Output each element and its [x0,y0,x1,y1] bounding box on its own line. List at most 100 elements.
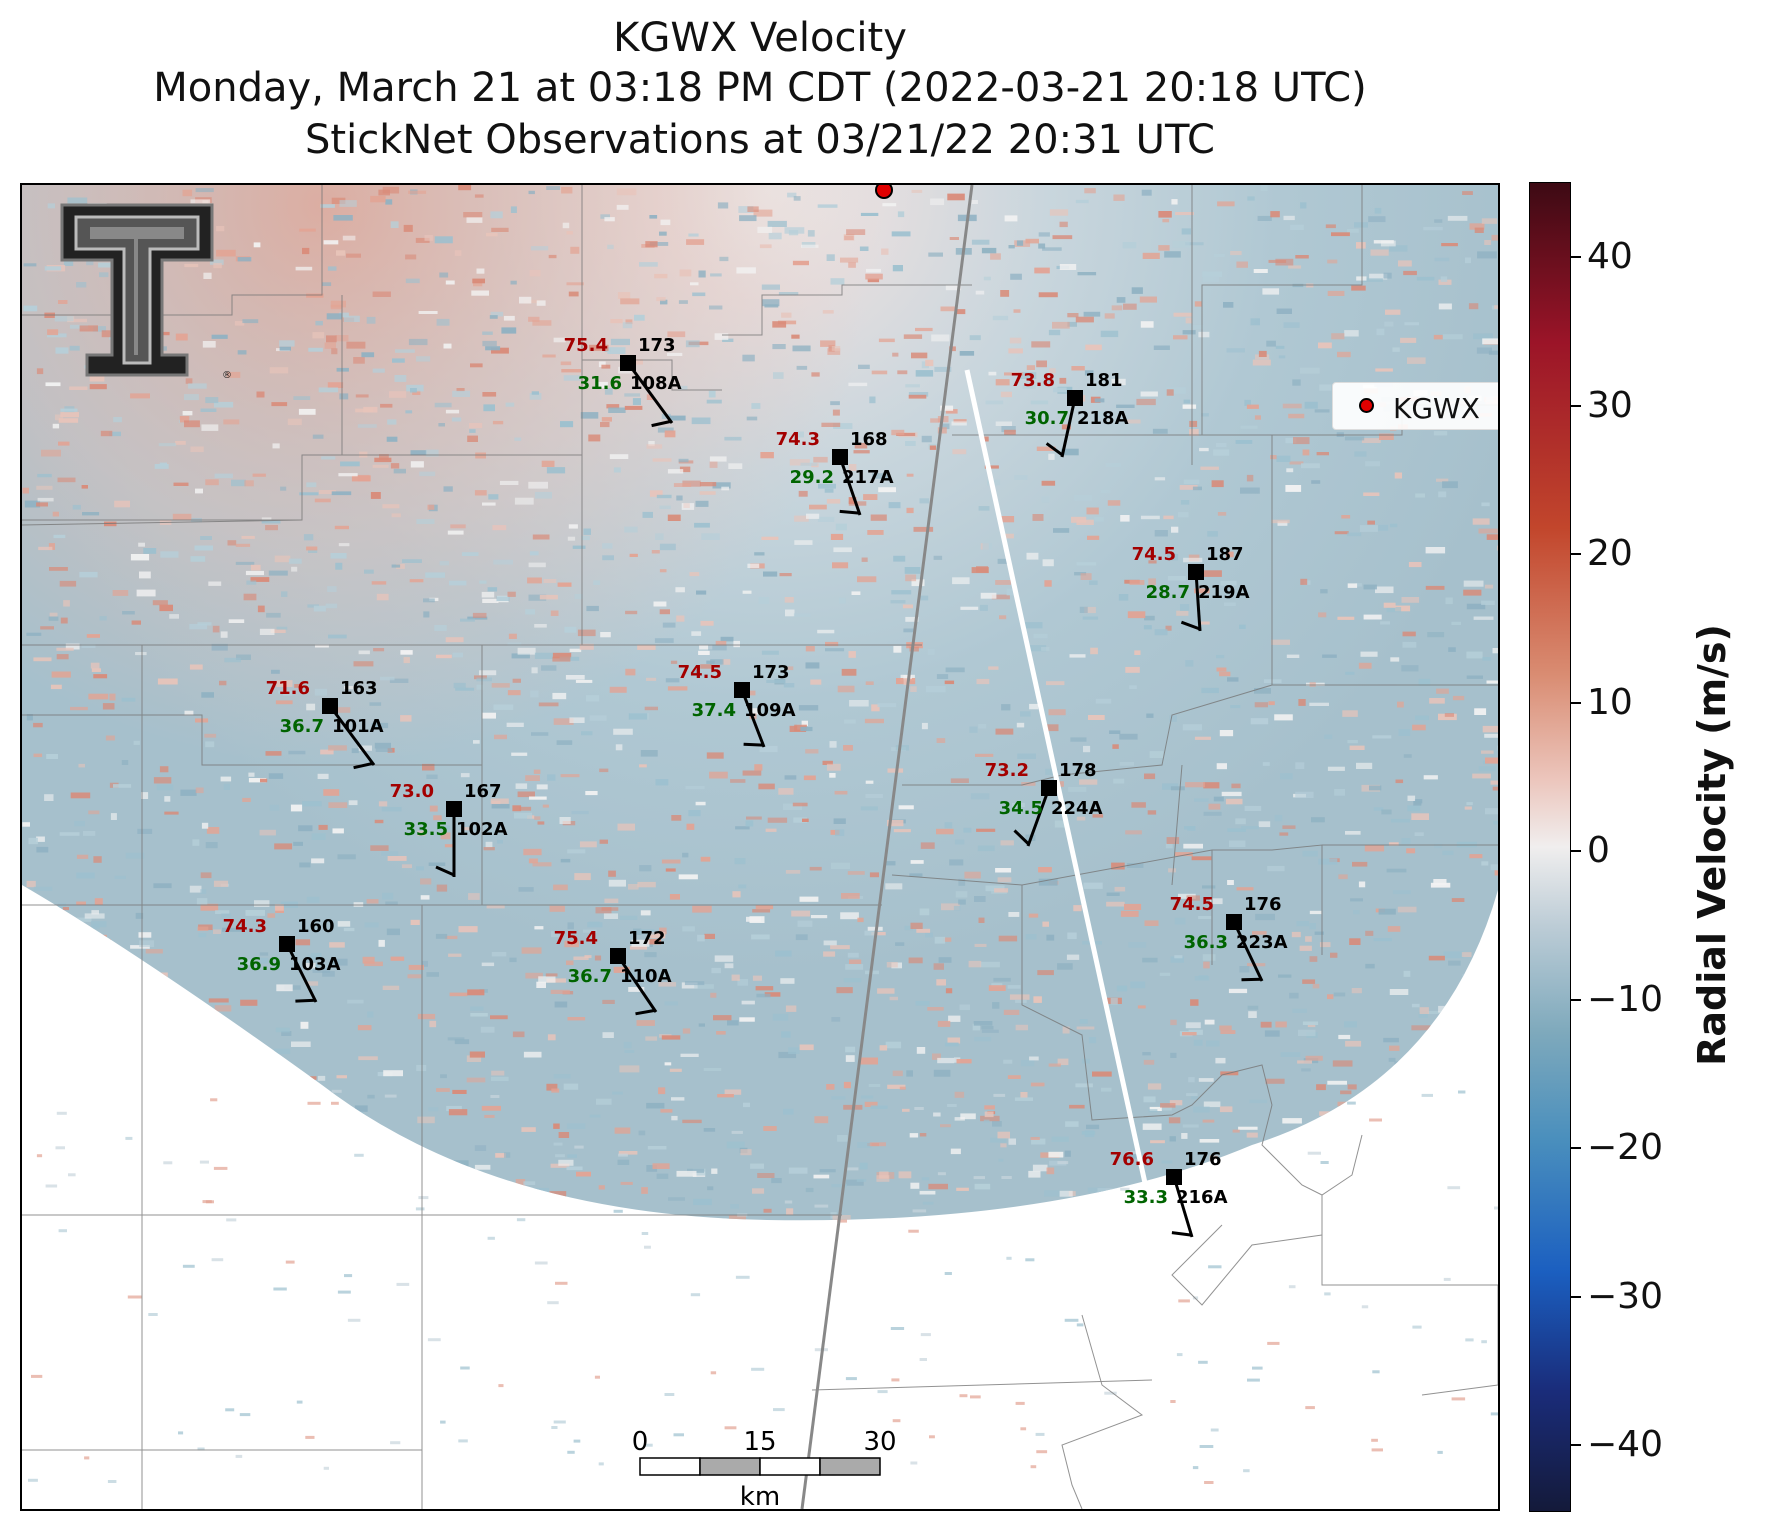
county-borders [22,185,1498,1509]
station-temperature: 74.5 [678,662,722,683]
station-temperature: 71.6 [266,678,310,699]
wind-barb [626,362,674,424]
station-marker [1188,564,1204,580]
station-wind-direction: 173 [638,335,676,356]
svg-text:®: ® [222,370,232,381]
sticknet-station-101A[interactable]: 71.6 163 36.7 101A [266,678,384,770]
station-marker [832,449,848,465]
station-temperature: 74.3 [223,916,267,937]
wind-barb-flag [1045,442,1064,457]
sticknet-station-219A[interactable]: 74.5 187 28.7 219A [1132,544,1250,632]
station-dewpoint: 36.7 [568,966,612,987]
wind-barb-flag [1171,1231,1192,1237]
colorbar-tick-mark [1571,404,1581,407]
station-dewpoint: 36.9 [237,954,281,975]
wind-barb [1194,571,1202,632]
colorbar-tick-mark [1571,998,1581,1001]
colorbar-tick-label: −20 [1587,1127,1663,1168]
wind-barb-flag [743,742,764,747]
colorbar-tick-label: 30 [1587,384,1633,426]
station-wind-direction: 178 [1059,760,1097,781]
station-id: 224A [1051,798,1103,819]
station-wind-direction: 163 [340,678,378,699]
sticknet-station-108A[interactable]: 75.4 173 31.6 108A [564,335,682,428]
colorbar-tick-mark [1571,850,1581,852]
colorbar-tick-mark [1571,1295,1581,1298]
colorbar-tick-label: 10 [1587,681,1633,723]
station-id: 223A [1236,932,1288,953]
station-id: 216A [1176,1187,1228,1208]
station-wind-direction: 167 [464,781,502,802]
radar-map-canvas: 75.4 173 31.6 108A 74.3 168 29.2 217A 73.8 181 30.… [22,185,1498,1509]
sticknet-station-109A[interactable]: 74.5 173 37.4 109A [678,662,796,748]
wind-barb-flag [1241,977,1262,982]
station-dewpoint: 29.2 [790,467,834,488]
station-marker [1041,780,1057,796]
station-wind-direction: 181 [1085,370,1123,391]
station-marker [1166,1169,1182,1185]
sticknet-station-224A[interactable]: 73.2 178 34.5 224A [985,760,1103,847]
station-temperature: 74.5 [1132,544,1176,565]
station-dewpoint: 37.4 [692,700,736,721]
station-id: 101A [332,716,384,737]
station-id: 109A [744,700,796,721]
wind-barb [285,943,318,1003]
sticknet-station-218A[interactable]: 73.8 181 30.7 218A [1011,370,1129,458]
station-temperature: 73.2 [985,760,1029,781]
wind-barb-flag [635,1008,656,1016]
state-border [800,185,974,1509]
station-dewpoint: 33.3 [1124,1187,1168,1208]
station-id: 219A [1198,582,1250,603]
colorbar-tick-mark [1571,1147,1581,1149]
station-id: 102A [456,819,508,840]
colorbar-tick-label: −10 [1587,978,1663,1020]
sticknet-station-110A[interactable]: 75.4 172 36.7 110A [554,928,672,1016]
station-wind-direction: 173 [752,662,790,683]
station-marker [446,801,462,817]
wind-barb-flag [1180,620,1201,631]
sticknet-station-103A[interactable]: 74.3 160 36.9 103A [223,916,341,1003]
station-wind-direction: 160 [297,916,335,937]
sticknet-station-223A[interactable]: 74.5 176 36.3 223A [1170,894,1288,982]
station-temperature: 75.4 [564,335,608,356]
station-dewpoint: 31.6 [578,373,622,394]
wind-barb [1060,397,1077,458]
station-temperature: 76.6 [1110,1149,1154,1170]
station-id: 103A [289,954,341,975]
station-id: 218A [1077,408,1129,429]
station-marker [610,948,626,964]
title-line-2: Monday, March 21 at 03:18 PM CDT (2022-0… [153,65,1367,111]
station-wind-direction: 187 [1206,544,1244,565]
texas-tech-logo: ® [60,203,232,381]
colorbar-label: Radial Velocity (m/s) [1690,624,1734,1066]
station-dewpoint: 28.7 [1146,582,1190,603]
sticknet-station-216A[interactable]: 76.6 176 33.3 216A [1110,1149,1228,1238]
wind-barb-flag [651,419,672,428]
sticknet-station-102A[interactable]: 73.0 167 33.5 102A [390,781,508,877]
station-dewpoint: 36.7 [280,716,324,737]
beam-block-gap [964,369,1155,1216]
wind-barb [740,689,766,748]
station-wind-direction: 176 [1184,1149,1222,1170]
title-line-3: StickNet Observations at 03/21/22 20:31 … [305,117,1215,163]
title-line-1: KGWX Velocity [613,15,907,61]
station-id: 108A [630,373,682,394]
legend-label: KGWX [1393,392,1480,425]
station-wind-direction: 168 [850,429,888,450]
station-marker [279,936,295,952]
station-marker [322,698,338,714]
station-dewpoint: 33.5 [404,819,448,840]
station-temperature: 74.5 [1170,894,1214,915]
wind-barb-flag [839,509,860,515]
colorbar [1529,182,1571,1512]
radar-site-marker [875,185,893,199]
radar-map[interactable]: 75.4 173 31.6 108A 74.3 168 29.2 217A 73.8 181 30.… [20,183,1500,1511]
legend: KGWX [1332,382,1498,430]
colorbar-tick-label: −30 [1587,1275,1663,1317]
sticknet-station-217A[interactable]: 74.3 168 29.2 217A [776,429,894,516]
wind-barb-flag [295,998,316,1003]
wind-barb [838,456,862,516]
radar-scatter [28,1086,1498,1484]
station-id: 217A [842,467,894,488]
station-dewpoint: 30.7 [1025,408,1069,429]
